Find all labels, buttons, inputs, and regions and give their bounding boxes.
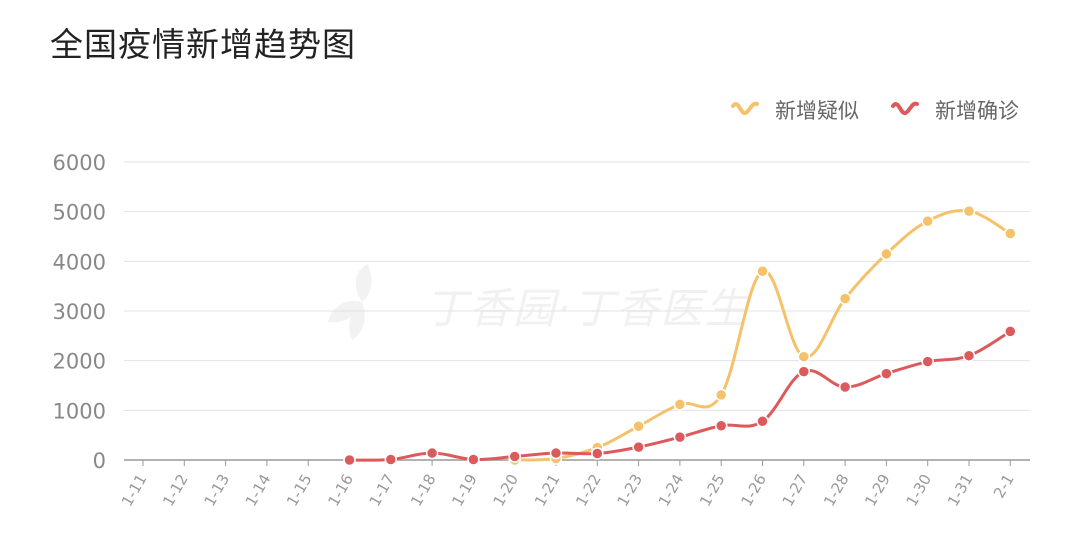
x-tick-label: 1-26 bbox=[737, 471, 770, 509]
x-tick-label: 1-19 bbox=[448, 471, 481, 509]
x-tick-label: 2-1 bbox=[990, 471, 1018, 501]
data-point bbox=[880, 247, 893, 261]
data-point bbox=[756, 265, 769, 278]
data-point bbox=[838, 292, 852, 305]
data-point bbox=[962, 349, 976, 362]
data-point bbox=[467, 453, 480, 466]
legend-swatch-icon bbox=[731, 101, 759, 116]
x-tick-label: 1-18 bbox=[407, 471, 440, 509]
x-tick-label: 1-31 bbox=[944, 471, 977, 509]
y-tick-label: 5000 bbox=[53, 201, 106, 225]
x-tick-label: 1-12 bbox=[159, 471, 192, 509]
data-point bbox=[343, 453, 356, 467]
data-point bbox=[797, 365, 811, 378]
x-tick-label: 1-23 bbox=[613, 471, 646, 509]
data-point bbox=[921, 355, 934, 368]
data-point bbox=[714, 419, 728, 432]
data-point bbox=[673, 398, 687, 411]
data-point bbox=[962, 204, 976, 218]
chart-title: 全国疫情新增趋势图 bbox=[50, 25, 356, 64]
x-tick-label: 1-21 bbox=[531, 471, 564, 509]
data-point bbox=[549, 446, 563, 460]
data-point bbox=[880, 367, 893, 380]
y-tick-label: 3000 bbox=[53, 300, 106, 324]
x-tick-label: 1-11 bbox=[118, 471, 151, 509]
data-point bbox=[425, 446, 439, 460]
x-tick-label: 1-16 bbox=[324, 471, 357, 509]
x-tick-label: 1-25 bbox=[696, 471, 729, 509]
x-tick-label: 1-15 bbox=[283, 471, 316, 509]
data-point bbox=[797, 350, 811, 363]
x-tick-label: 1-14 bbox=[242, 471, 275, 509]
x-tick-label: 1-28 bbox=[820, 471, 853, 509]
data-point bbox=[1004, 227, 1017, 240]
data-point bbox=[591, 447, 604, 460]
data-point bbox=[673, 430, 687, 444]
data-point bbox=[508, 450, 521, 463]
x-tick-label: 1-13 bbox=[200, 471, 233, 509]
x-tick-label: 1-30 bbox=[903, 471, 936, 509]
x-tick-label: 1-22 bbox=[572, 471, 605, 509]
data-point bbox=[1004, 325, 1017, 338]
y-tick-label: 6000 bbox=[53, 151, 106, 175]
data-point bbox=[714, 388, 728, 402]
x-tick-label: 1-20 bbox=[490, 471, 523, 509]
watermark-text: 丁香园·丁香医生 bbox=[425, 284, 749, 333]
y-tick-label: 1000 bbox=[53, 399, 106, 423]
data-point bbox=[632, 419, 645, 433]
x-tick-label: 1-17 bbox=[366, 471, 399, 509]
y-tick-label: 4000 bbox=[53, 250, 106, 274]
legend-swatch-icon bbox=[891, 101, 919, 116]
x-tick-label: 1-29 bbox=[861, 471, 894, 509]
y-tick-label: 0 bbox=[93, 449, 106, 473]
x-tick-label: 1-24 bbox=[655, 471, 688, 509]
data-point bbox=[632, 440, 645, 454]
legend-label: 新增疑似 bbox=[775, 99, 859, 123]
x-tick-label: 1-27 bbox=[779, 471, 812, 509]
y-tick-label: 2000 bbox=[53, 350, 106, 374]
data-point bbox=[756, 415, 769, 428]
data-point bbox=[838, 380, 852, 394]
data-point bbox=[921, 214, 934, 228]
data-point bbox=[384, 453, 398, 466]
legend-label: 新增确诊 bbox=[935, 99, 1019, 123]
